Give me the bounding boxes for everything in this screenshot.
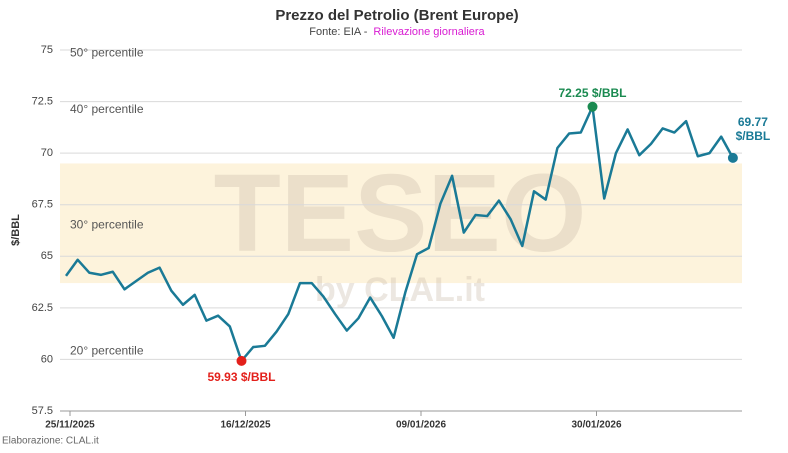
point-label: $/BBL — [736, 129, 771, 143]
footer: Elaborazione: CLAL.it — [2, 436, 99, 447]
percentile-label: 50° percentile — [70, 45, 144, 59]
percentile-band — [60, 163, 742, 284]
point-label: 59.93 $/BBL — [207, 370, 275, 384]
y-tick-label: 70 — [41, 147, 53, 159]
watermark: TESEO — [214, 152, 587, 275]
y-tick-label: 65 — [41, 250, 53, 262]
percentile-label: 20° percentile — [70, 343, 144, 357]
percentile-label: 30° percentile — [70, 218, 144, 232]
y-tick-label: 62.5 — [32, 302, 53, 314]
y-tick-label: 72.5 — [32, 95, 53, 107]
subtitle-source: Fonte: EIA - — [309, 26, 367, 38]
highlight-point — [727, 152, 738, 163]
y-tick-label: 75 — [41, 44, 53, 56]
x-tick-label: 30/01/2026 — [571, 420, 621, 431]
x-tick-label: 09/01/2026 — [396, 420, 446, 431]
x-tick-label: 16/12/2025 — [220, 420, 270, 431]
chart-subtitle: Fonte: EIA - Rilevazione giornaliera — [309, 26, 485, 38]
price-line — [64, 105, 734, 363]
watermark-sub: by CLAL.it — [315, 271, 485, 309]
point-label: 72.25 $/BBL — [558, 86, 626, 100]
y-tick-label: 67.5 — [32, 199, 53, 211]
x-tick-label: 25/11/2025 — [45, 420, 95, 431]
subtitle-note: Rilevazione giornaliera — [373, 26, 485, 38]
point-label: 69.77 — [738, 115, 768, 129]
percentile-label: 40° percentile — [70, 102, 144, 116]
y-tick-label: 57.5 — [32, 405, 53, 417]
highlight-point — [236, 355, 247, 366]
chart-title: Prezzo del Petrolio (Brent Europe) — [275, 7, 518, 24]
highlight-point — [587, 101, 598, 112]
y-axis-label: $/BBL — [10, 214, 22, 246]
y-tick-label: 60 — [41, 353, 53, 365]
